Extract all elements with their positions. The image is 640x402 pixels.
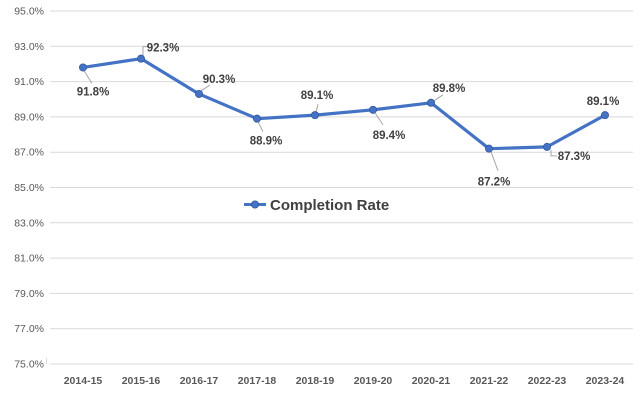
x-axis-tick-label: 2019-20 — [354, 375, 393, 387]
data-label: 89.8% — [433, 83, 466, 95]
x-axis-tick-label: 2020-21 — [412, 375, 451, 387]
x-axis-tick-label: 2018-19 — [296, 375, 335, 387]
y-axis-tick-label: 87.0% — [14, 147, 44, 159]
data-label: 89.1% — [587, 96, 620, 108]
y-axis-tick-label: 81.0% — [14, 253, 44, 265]
x-axis-tick-label: 2014-15 — [64, 375, 103, 387]
data-point-marker — [252, 114, 261, 123]
data-point-marker — [543, 142, 552, 151]
data-label: 90.3% — [203, 74, 236, 86]
data-label: 91.8% — [77, 86, 110, 98]
data-label-leader-line — [550, 149, 557, 157]
x-axis-tick-label: 2022-23 — [528, 375, 567, 387]
y-axis-tick-label: 85.0% — [14, 182, 44, 194]
legend-label: Completion Rate — [270, 197, 389, 214]
data-label-leader-line — [142, 46, 149, 56]
data-point-marker — [368, 105, 377, 114]
data-label-leader-line — [83, 70, 93, 84]
data-label: 87.3% — [558, 151, 591, 163]
data-label-leader-line — [315, 104, 319, 113]
data-point-marker — [194, 89, 203, 98]
y-axis-tick-label: 79.0% — [14, 288, 44, 300]
data-point-marker — [310, 111, 319, 120]
data-label: 92.3% — [147, 43, 180, 55]
data-label-leader-line — [374, 112, 384, 126]
y-axis-tick-label: 95.0% — [14, 6, 44, 18]
y-axis-tick-label: 93.0% — [14, 41, 44, 53]
x-axis-tick-label: 2021-22 — [470, 375, 509, 387]
completion-rate-line — [81, 57, 607, 151]
data-point-marker — [136, 54, 145, 63]
data-label-leader-line — [257, 121, 264, 132]
data-point-marker — [426, 98, 435, 107]
data-label: 89.1% — [301, 90, 334, 102]
data-point-marker — [601, 111, 610, 120]
data-label: 87.2% — [478, 177, 511, 189]
data-point-marker — [484, 144, 493, 153]
y-axis-tick-label: 91.0% — [14, 76, 44, 88]
x-axis-tick-label: 2015-16 — [122, 375, 161, 387]
data-label: 89.4% — [373, 130, 406, 142]
data-label-leader-line — [490, 151, 499, 171]
legend-marker-icon — [250, 200, 259, 209]
y-axis-tick-label: 77.0% — [14, 323, 44, 335]
y-axis-tick-label: 83.0% — [14, 217, 44, 229]
x-axis-tick-label: 2017-18 — [238, 375, 277, 387]
y-axis-tick-label: 89.0% — [14, 111, 44, 123]
data-label-leader-line — [433, 94, 444, 102]
y-axis-tick-label: 75.0% — [14, 359, 44, 371]
data-label-leader-line — [200, 84, 211, 92]
x-axis-tick-label: 2016-17 — [180, 375, 219, 387]
data-label: 88.9% — [250, 136, 283, 148]
x-axis-tick-label: 2023-24 — [586, 375, 625, 387]
data-point-marker — [79, 63, 88, 72]
